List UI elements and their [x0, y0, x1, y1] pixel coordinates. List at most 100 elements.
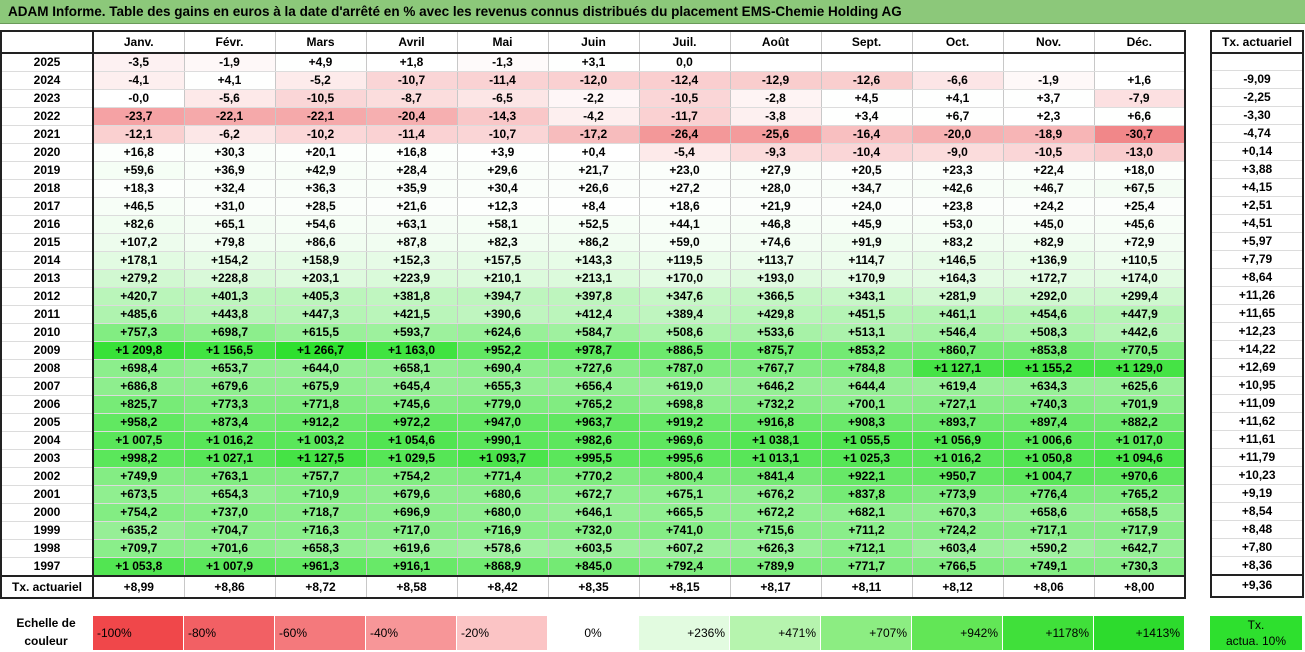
- gain-cell: -4,1: [93, 71, 185, 90]
- table-row: 2017 +46,5 +31,0 +28,5 +21,6 +12,3 +8,4 +18,6 +2…: [1, 197, 1186, 216]
- table-row: 2001 +673,5 +654,3 +710,9 +679,6 +680,6 +672,7…: [1, 485, 1186, 504]
- gain-cell: -1,3: [457, 53, 549, 72]
- gain-cell: +978,7: [548, 341, 640, 360]
- month-header: Août: [730, 31, 822, 54]
- gain-cell: [1094, 53, 1186, 72]
- gain-cell: +658,3: [275, 539, 367, 558]
- gain-cell: +696,9: [366, 503, 458, 522]
- gain-cell: +443,8: [184, 305, 276, 324]
- gain-cell: +164,3: [912, 269, 1004, 288]
- gain-cell: +732,0: [548, 521, 640, 540]
- gain-cell: +210,1: [457, 269, 549, 288]
- tx-cell: +10,23: [1211, 466, 1304, 485]
- gain-cell: +763,1: [184, 467, 276, 486]
- gain-cell: -12,1: [93, 125, 185, 144]
- gain-cell: +59,6: [93, 161, 185, 180]
- tx-row-cell: +8,11: [821, 575, 913, 599]
- gain-cell: +1,6: [1094, 71, 1186, 90]
- gain-cell: +754,2: [93, 503, 185, 522]
- gains-table: Janv. Févr. Mars Avril Mai Juin Juil. Août Sept.…: [0, 30, 1186, 599]
- tx-cell: +8,54: [1211, 502, 1304, 521]
- gain-cell: +1 016,2: [912, 449, 1004, 468]
- gain-cell: -9,0: [912, 143, 1004, 162]
- legend-step: -100%: [93, 616, 184, 650]
- gain-cell: -2,8: [730, 89, 822, 108]
- legend-side-line1: Tx.: [1247, 618, 1265, 632]
- gain-cell: +28,5: [275, 197, 367, 216]
- legend-label-line2: couleur: [24, 634, 68, 648]
- gain-cell: +757,3: [93, 323, 185, 342]
- gain-cell: +178,1: [93, 251, 185, 270]
- gain-cell: +912,2: [275, 413, 367, 432]
- tx-cell: -9,09: [1211, 70, 1304, 89]
- gain-cell: +646,1: [548, 503, 640, 522]
- gain-cell: +619,4: [912, 377, 1004, 396]
- gain-cell: +675,1: [639, 485, 731, 504]
- gain-cell: +213,1: [548, 269, 640, 288]
- table-row: 2002 +749,9 +763,1 +757,7 +754,2 +771,4 +770,2…: [1, 467, 1186, 486]
- gain-cell: +83,2: [912, 233, 1004, 252]
- gain-cell: +110,5: [1094, 251, 1186, 270]
- year-cell: 2006: [1, 395, 94, 414]
- gain-cell: +873,4: [184, 413, 276, 432]
- gain-cell: +79,8: [184, 233, 276, 252]
- gain-cell: -3,5: [93, 53, 185, 72]
- gain-cell: +709,7: [93, 539, 185, 558]
- gain-cell: +46,8: [730, 215, 822, 234]
- gain-cell: -26,4: [639, 125, 731, 144]
- gain-cell: +776,4: [1003, 485, 1095, 504]
- tx-row-label: Tx. actuariel: [1, 575, 94, 599]
- tx-cell: +11,09: [1211, 394, 1304, 413]
- gain-cell: +1 016,2: [184, 431, 276, 450]
- gain-cell: -2,2: [548, 89, 640, 108]
- year-cell: 2020: [1, 143, 94, 162]
- gain-cell: +767,7: [730, 359, 822, 378]
- gain-cell: +136,9: [1003, 251, 1095, 270]
- gain-cell: -17,2: [548, 125, 640, 144]
- gain-cell: +52,5: [548, 215, 640, 234]
- side-row: -2,25: [1211, 88, 1304, 107]
- gain-cell: +757,7: [275, 467, 367, 486]
- gain-cell: +603,5: [548, 539, 640, 558]
- gain-cell: +461,1: [912, 305, 1004, 324]
- side-row: -3,30: [1211, 106, 1304, 125]
- gain-cell: +644,0: [275, 359, 367, 378]
- gain-cell: -9,3: [730, 143, 822, 162]
- gain-cell: +771,4: [457, 467, 549, 486]
- gain-cell: +82,9: [1003, 233, 1095, 252]
- gain-cell: +447,9: [1094, 305, 1186, 324]
- table-row: 2016 +82,6 +65,1 +54,6 +63,1 +58,1 +52,5 +44,1 +…: [1, 215, 1186, 234]
- gain-cell: +672,7: [548, 485, 640, 504]
- gain-cell: +18,0: [1094, 161, 1186, 180]
- gain-cell: +42,6: [912, 179, 1004, 198]
- gain-cell: +825,7: [93, 395, 185, 414]
- gain-cell: -4,2: [548, 107, 640, 126]
- gain-cell: +676,2: [730, 485, 822, 504]
- side-row: +4,15: [1211, 178, 1304, 197]
- legend-step: +1178%: [1003, 616, 1094, 650]
- gain-cell: +770,5: [1094, 341, 1186, 360]
- side-row: +11,62: [1211, 412, 1304, 431]
- gain-cell: +590,2: [1003, 539, 1095, 558]
- gain-cell: -7,9: [1094, 89, 1186, 108]
- tx-cell: +8,36: [1211, 556, 1304, 576]
- gain-cell: +710,9: [275, 485, 367, 504]
- gain-cell: -10,7: [457, 125, 549, 144]
- gain-cell: +893,7: [912, 413, 1004, 432]
- gain-cell: +1 055,5: [821, 431, 913, 450]
- gain-cell: +45,9: [821, 215, 913, 234]
- gain-cell: +766,5: [912, 557, 1004, 577]
- gain-cell: [912, 53, 1004, 72]
- gain-cell: -5,2: [275, 71, 367, 90]
- side-row: +14,22: [1211, 340, 1304, 359]
- table-row: 2003 +998,2 +1 027,1 +1 127,5 +1 029,5 +1 093…: [1, 449, 1186, 468]
- tx-cell: +8,48: [1211, 520, 1304, 539]
- gain-cell: +670,3: [912, 503, 1004, 522]
- gain-cell: +16,8: [93, 143, 185, 162]
- gain-cell: +299,4: [1094, 287, 1186, 306]
- legend-tx-actua: Tx. actua. 10%: [1210, 616, 1302, 650]
- legend-step: -40%: [366, 616, 457, 650]
- gain-cell: +1 027,1: [184, 449, 276, 468]
- gain-cell: +853,2: [821, 341, 913, 360]
- gain-cell: +584,7: [548, 323, 640, 342]
